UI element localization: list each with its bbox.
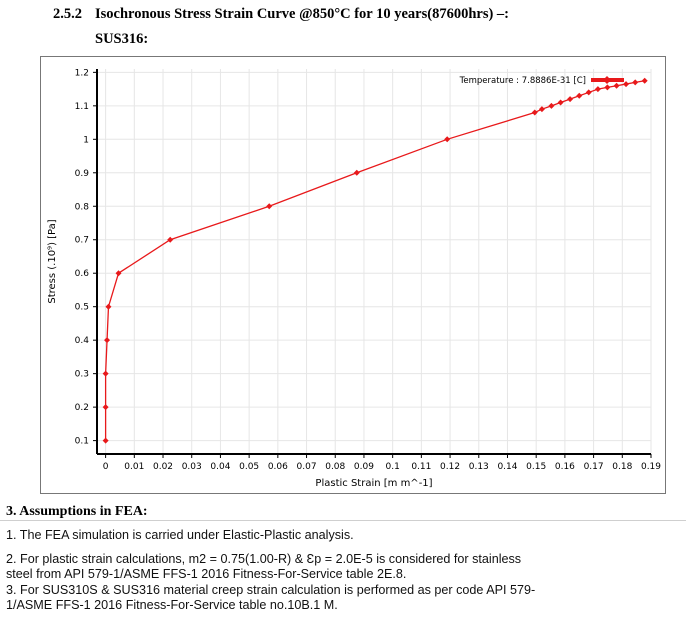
legend-label: Temperature : 7.8886E-31 [C]: [459, 76, 586, 86]
x-tick-label: 0.18: [612, 462, 632, 472]
data-point: [557, 99, 564, 106]
y-tick-label: 0.4: [75, 336, 90, 346]
x-tick-label: 0.16: [555, 462, 575, 472]
y-tick-label: 0.8: [75, 202, 90, 212]
data-point: [613, 82, 620, 89]
data-point: [105, 303, 112, 310]
data-point: [167, 236, 174, 243]
data-point: [641, 77, 648, 84]
x-tick-label: 0.08: [325, 462, 345, 472]
x-tick-label: 0.07: [297, 462, 317, 472]
y-tick-label: 0.2: [75, 403, 89, 413]
y-tick-label: 1: [83, 135, 89, 145]
section-title: Isochronous Stress Strain Curve @850°C f…: [95, 6, 510, 22]
data-point: [531, 109, 538, 116]
assumption-1: 1. The FEA simulation is carried under E…: [6, 528, 354, 542]
isochronous-chart: 0 0.01 0.02 0.03 0.04 0.05 0.06 0.07 0.08 0.09 0.1…: [47, 68, 661, 489]
x-tick-label: 0.04: [210, 462, 230, 472]
data-point: [102, 370, 109, 377]
data-point: [567, 96, 574, 103]
y-tick-label: 0.3: [75, 370, 89, 380]
section-subtitle: SUS316:: [95, 31, 149, 47]
data-point: [576, 92, 583, 99]
legend-marker: [603, 76, 611, 84]
data-point: [548, 102, 555, 109]
data-point: [353, 169, 360, 176]
assumption-3-line2: 1/ASME FFS-1 2016 Fitness-For-Service ta…: [6, 598, 338, 612]
x-axis-label: Plastic Strain [m m^-1]: [315, 478, 432, 489]
x-tick-label: 0.01: [124, 462, 144, 472]
x-tick-label: 0.1: [385, 462, 399, 472]
x-tick-label: 0: [103, 462, 109, 472]
data-point: [585, 89, 592, 96]
x-tick-label: 0.03: [182, 462, 202, 472]
y-tick-label: 0.6: [75, 269, 90, 279]
x-tick-label: 0.19: [641, 462, 661, 472]
y-axis-label: Stress (.10⁹) [Pa]: [47, 219, 58, 303]
x-tick-label: 0.11: [411, 462, 431, 472]
y-tick-label: 1.2: [75, 68, 89, 78]
x-tick-label: 0.17: [584, 462, 604, 472]
data-point: [538, 106, 545, 113]
data-point: [623, 81, 630, 88]
data-point: [594, 86, 601, 93]
section-divider: [0, 520, 686, 521]
chart-frame: 0 0.01 0.02 0.03 0.04 0.05 0.06 0.07 0.08 0.09 0.1…: [40, 56, 666, 494]
x-tick-label: 0.14: [497, 462, 517, 472]
y-tick-label: 0.1: [75, 437, 89, 447]
assumption-3-line1: 3. For SUS310S & SUS316 material creep s…: [6, 583, 536, 597]
x-tick-label: 0.09: [354, 462, 374, 472]
data-point: [444, 136, 451, 143]
x-tick-label: 0.12: [440, 462, 460, 472]
data-point: [102, 437, 109, 444]
assumption-2-line1: 2. For plastic strain calculations, m2 =…: [6, 552, 522, 566]
y-tick-label: 0.5: [75, 303, 89, 313]
y-tick-label: 1.1: [75, 102, 89, 112]
y-tick-label: 0.7: [75, 236, 89, 246]
x-tick-label: 0.05: [239, 462, 259, 472]
data-point: [266, 203, 273, 210]
section-number: 2.5.2: [53, 6, 82, 22]
x-tick-label: 0.13: [469, 462, 489, 472]
data-point: [604, 84, 611, 91]
x-tick-label: 0.06: [268, 462, 288, 472]
assumption-2-line2: steel from API 579-1/ASME FFS-1 2016 Fit…: [6, 567, 407, 581]
data-point: [632, 79, 639, 86]
data-point: [115, 270, 122, 277]
data-point: [102, 404, 109, 411]
data-point: [104, 337, 111, 344]
y-tick-label: 0.9: [75, 169, 90, 179]
x-tick-label: 0.15: [526, 462, 546, 472]
series-line: [104, 80, 645, 441]
x-tick-label: 0.02: [153, 462, 173, 472]
assumptions-title: 3. Assumptions in FEA:: [6, 504, 148, 519]
